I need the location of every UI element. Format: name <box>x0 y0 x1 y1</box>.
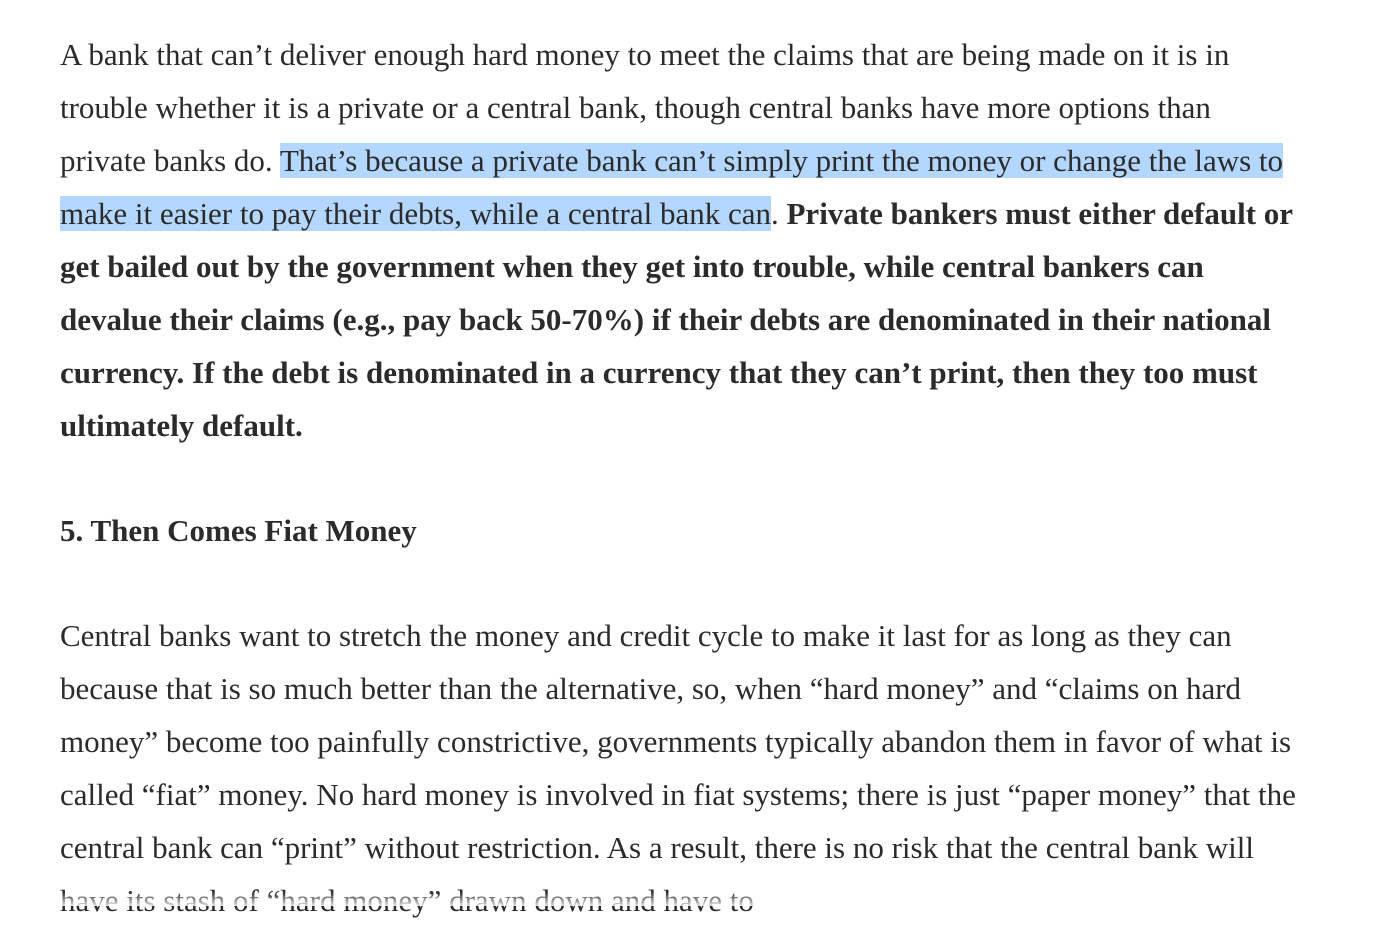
article-body: A bank that can’t deliver enough hard mo… <box>60 28 1300 927</box>
paragraph-bold-text[interactable]: Private bankers must either default or g… <box>60 196 1293 443</box>
paragraph-text-after-selection[interactable]: . <box>771 196 787 231</box>
paragraph-bank-trouble[interactable]: A bank that can’t deliver enough hard mo… <box>60 28 1300 452</box>
section-heading-fiat-money: 5. Then Comes Fiat Money <box>60 513 417 548</box>
paragraph-text-plain[interactable]: A bank that can’t deliver enough hard mo… <box>60 37 1230 178</box>
selected-text-highlight[interactable]: That’s because a private bank can’t simp… <box>60 143 1284 231</box>
paragraph-fiat-money[interactable]: Central banks want to stretch the money … <box>60 618 1296 918</box>
